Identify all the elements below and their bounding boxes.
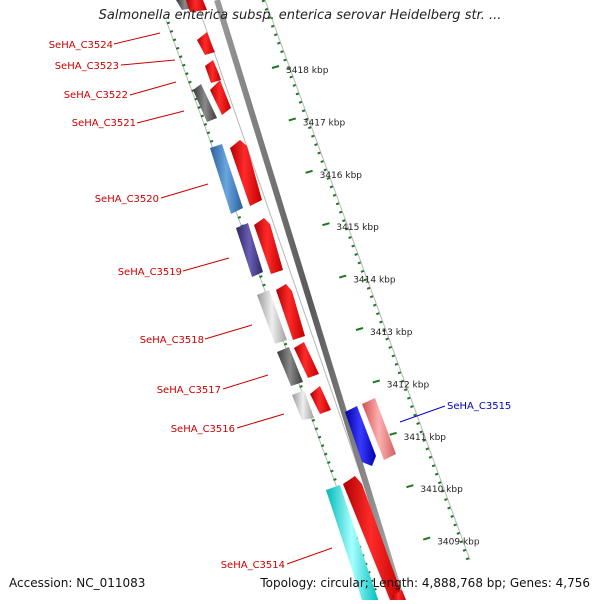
- map-title: Salmonella enterica subsp. enterica sero…: [98, 8, 502, 23]
- kbp-tick: [305, 169, 313, 174]
- gene-SeHA_C3518[interactable]: [257, 290, 287, 344]
- gene-SeHA_C3520[interactable]: [210, 144, 243, 214]
- kbp-tick: [406, 484, 414, 489]
- gene-label-C3516: SeHA_C3516: [171, 424, 235, 435]
- kbp-label: 3412 kbp: [387, 380, 430, 390]
- kbp-label: 3415 kbp: [336, 223, 379, 233]
- gene-C3515-pink[interactable]: [362, 398, 396, 460]
- kbp-tick: [271, 65, 280, 69]
- gene-label-C3522: SeHA_C3522: [64, 90, 128, 101]
- gene-label-C3519: SeHA_C3519: [118, 267, 182, 278]
- features[interactable]: [176, 0, 406, 600]
- kbp-label: 3409 kbp: [437, 538, 480, 548]
- kbp-label: 3417 kbp: [303, 118, 346, 128]
- gene-C3514-fwd[interactable]: [343, 476, 404, 600]
- kbp-label: 3411 kbp: [404, 433, 447, 443]
- gene-top-partial-red[interactable]: [186, 0, 207, 12]
- gene-label-C3523: SeHA_C3523: [55, 61, 119, 72]
- kbp-tick: [338, 274, 347, 279]
- genome-backbone: [214, 0, 405, 601]
- gene-C3519-fwd[interactable]: [254, 218, 283, 274]
- genome-summary: Topology: circular; Length: 4,888,768 bp…: [260, 576, 590, 590]
- gene-SeHA_C3521[interactable]: [210, 80, 231, 115]
- kbp-label: 3410 kbp: [420, 485, 463, 495]
- kbp-tick: [372, 379, 381, 384]
- gene-label-C3524: SeHA_C3524: [49, 40, 113, 51]
- kbp-label: 3416 kbp: [320, 171, 363, 181]
- gene-label-C3517: SeHA_C3517: [157, 385, 221, 396]
- gene-C3518-fwd[interactable]: [276, 284, 305, 340]
- kbp-tick: [322, 222, 330, 227]
- gene-C3517-fwd[interactable]: [294, 342, 319, 378]
- kbp-label: 3413 kbp: [370, 328, 413, 338]
- accession-label: Accession: NC_011083: [9, 576, 146, 590]
- gene-label-C3515: SeHA_C3515: [447, 401, 511, 412]
- gene-SeHA_C3517[interactable]: [277, 347, 303, 386]
- gene-SeHA_C3524[interactable]: [197, 32, 215, 55]
- kbp-label: 3418 kbp: [286, 66, 329, 76]
- gene-bottom-partial-red[interactable]: [392, 590, 406, 600]
- gene-SeHA_C3523[interactable]: [205, 60, 221, 83]
- gene-C3516-fwd[interactable]: [310, 386, 331, 414]
- kbp-tick: [355, 327, 364, 331]
- kbp-labels: 3418 kbp 3417 kbp 3416 kbp 3415 kbp 3414 kbp…: [286, 66, 480, 548]
- gene-label-C3521: SeHA_C3521: [72, 118, 136, 129]
- gene-SeHA_C3516[interactable]: [292, 390, 314, 420]
- kbp-ticks: [271, 65, 431, 541]
- gene-label-C3514: SeHA_C3514: [221, 560, 285, 571]
- gene-C3520-fwd[interactable]: [230, 140, 262, 206]
- kbp-tick: [422, 536, 431, 541]
- gene-labels: SeHA_C3524 SeHA_C3523 SeHA_C3522 SeHA_C3…: [49, 40, 512, 571]
- gene-SeHA_C3514[interactable]: [326, 485, 378, 600]
- gene-label-C3518: SeHA_C3518: [140, 335, 204, 346]
- kbp-tick: [288, 117, 297, 122]
- kbp-tick: [389, 431, 397, 436]
- callout-lines: [113, 32, 446, 565]
- gene-SeHA_C3515[interactable]: [345, 406, 376, 466]
- gene-SeHA_C3522[interactable]: [193, 84, 217, 122]
- gene-label-C3520: SeHA_C3520: [95, 194, 159, 205]
- kbp-label: 3414 kbp: [353, 276, 396, 286]
- gene-SeHA_C3519[interactable]: [236, 223, 263, 277]
